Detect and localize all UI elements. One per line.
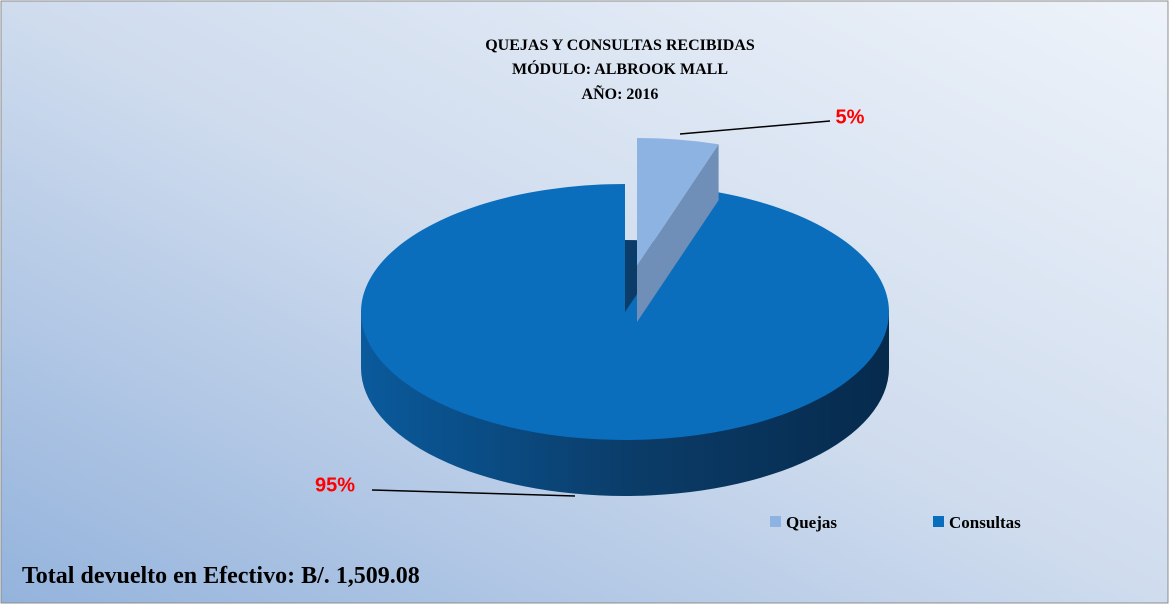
chart-title: AÑO: 2016: [582, 84, 659, 103]
annotation: Total devuelto en Efectivo: B/. 1,509.08: [22, 563, 420, 589]
slice-top: [361, 184, 889, 441]
chart-title: MÓDULO: ALBROOK MALL: [512, 59, 728, 78]
legend-swatch: [770, 516, 781, 527]
leader-line: [679, 120, 831, 135]
legend-label: Quejas: [786, 513, 837, 532]
slice-side: [637, 144, 719, 322]
legend-swatch: [933, 516, 944, 527]
leader-line: [371, 489, 576, 497]
data-label: 5%: [836, 106, 865, 128]
pie-slice: [361, 184, 889, 496]
data-label: 95%: [315, 474, 355, 496]
pie-slice: [637, 138, 719, 322]
slice-top: [637, 138, 719, 266]
chart-title: QUEJAS Y CONSULTAS RECIBIDAS: [485, 37, 755, 54]
legend-label: Consultas: [949, 513, 1021, 532]
